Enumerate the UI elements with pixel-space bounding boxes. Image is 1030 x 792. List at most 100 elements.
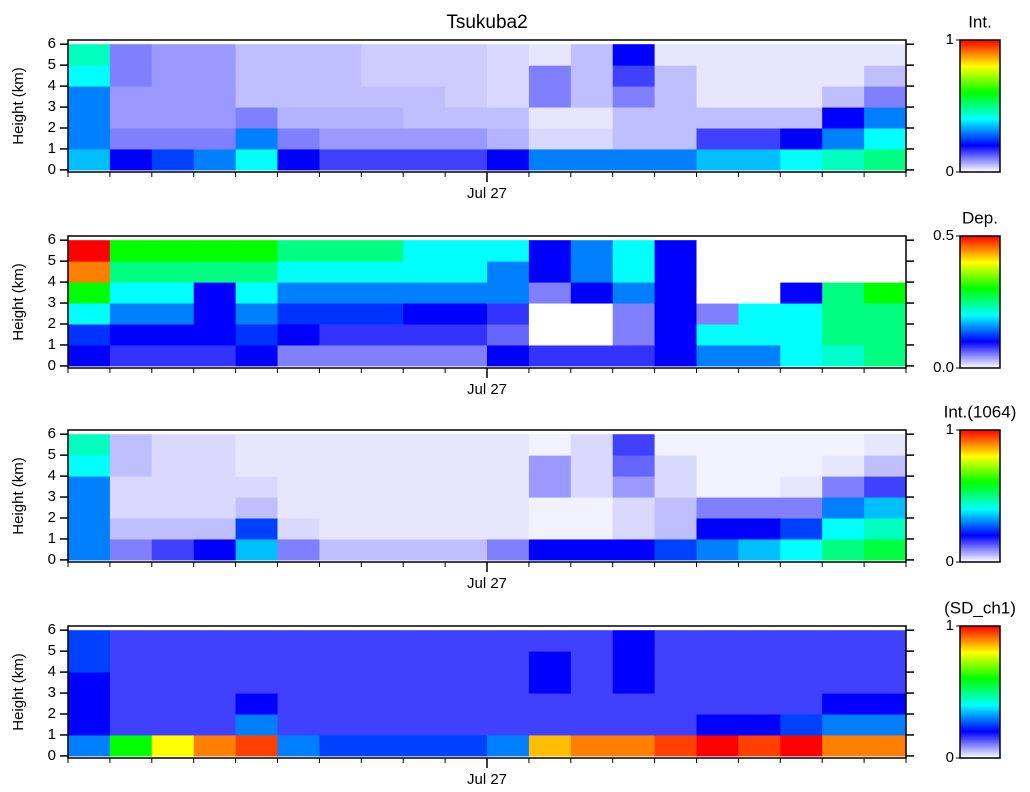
y-tick-label: 5 (48, 642, 56, 659)
heatmap-cell (319, 107, 362, 129)
heatmap-cell (612, 44, 656, 66)
colorbar (959, 429, 1001, 563)
heatmap-cell (403, 455, 446, 477)
heatmap-cell (193, 261, 237, 283)
heatmap-cell (109, 476, 153, 498)
heatmap-cell (864, 282, 907, 304)
heatmap-cell (235, 303, 278, 325)
heatmap-cell (151, 324, 195, 346)
heatmap-cell (528, 518, 572, 540)
heatmap-cell (319, 476, 362, 498)
heatmap-cell (864, 344, 907, 367)
heatmap-cell (235, 672, 278, 694)
heatmap-cell (780, 128, 823, 150)
heatmap-cell (68, 538, 111, 561)
heatmap-cell (570, 44, 614, 66)
heatmap-cell (738, 734, 781, 757)
heatmap-cell (361, 324, 404, 346)
heatmap-cell (277, 538, 320, 561)
heatmap-cell (738, 538, 781, 561)
heatmap-cell (109, 65, 153, 87)
heatmap-cell (864, 434, 907, 456)
heatmap-cell (738, 107, 781, 129)
heatmap-cell (487, 86, 530, 108)
heatmap-cell (403, 240, 446, 262)
heatmap-cell (151, 651, 195, 673)
heatmap-cell (193, 86, 237, 108)
heatmap-cell (487, 734, 530, 757)
heatmap-cell (151, 240, 195, 262)
heatmap-cell (864, 65, 907, 87)
heatmap-cell (612, 538, 656, 561)
heatmap-cell (151, 148, 195, 171)
heatmap-cell (738, 455, 781, 477)
heatmap-cell (864, 107, 907, 129)
heatmap-cell (780, 434, 823, 456)
colorbar-tick-label: 1 (946, 421, 954, 438)
heatmap-cell (570, 518, 614, 540)
heatmap-cell (487, 303, 530, 325)
heatmap-cell (193, 128, 237, 150)
heatmap-cell (612, 651, 656, 673)
heatmap-cell (277, 240, 320, 262)
heatmap-cell (277, 693, 320, 715)
heatmap-cell (822, 476, 865, 498)
heatmap-cell (235, 434, 278, 456)
heatmap-cell (612, 344, 656, 367)
heatmap-cell (738, 344, 781, 367)
heatmap-cell (361, 434, 404, 456)
heatmap-cell (864, 497, 907, 519)
heatmap-cell (193, 497, 237, 519)
heatmap-cell (109, 518, 153, 540)
heatmap-cell (822, 65, 865, 87)
heatmap-cell (487, 65, 530, 87)
heatmap-cell (780, 148, 823, 171)
heatmap-cell (780, 344, 823, 367)
heatmap-cell (822, 44, 865, 66)
heatmap-cell (654, 518, 697, 540)
heatmap-cell (403, 538, 446, 561)
colorbar-title: Int.(1064) (944, 402, 1017, 421)
colorbar-tick-label: 0 (946, 749, 954, 766)
heatmap-cell (654, 344, 697, 367)
heatmap-cell (738, 434, 781, 456)
heatmap-cell (570, 65, 614, 87)
heatmap-cell (738, 693, 781, 715)
heatmap-cell (151, 65, 195, 87)
heatmap-cell (696, 240, 739, 262)
y-tick-label: 2 (48, 119, 56, 136)
heatmap-cell (193, 518, 237, 540)
heatmap-cell (277, 128, 320, 150)
heatmap-cell (822, 693, 865, 715)
heatmap-cell (528, 714, 572, 736)
heatmap-cell (570, 476, 614, 498)
heatmap-cell (528, 434, 572, 456)
y-tick-label: 2 (48, 705, 56, 722)
heatmap-cell (319, 518, 362, 540)
heatmap-cell (612, 630, 656, 652)
heatmap-cell (235, 455, 278, 477)
heatmap-cell (528, 476, 572, 498)
heatmap-cell (403, 65, 446, 87)
heatmap-cell (151, 44, 195, 66)
heatmap-cell (612, 261, 656, 283)
heatmap-cell (277, 148, 320, 171)
y-tick-label: 1 (48, 530, 56, 547)
heatmap-cell (109, 44, 153, 66)
heatmap-cell (235, 148, 278, 171)
heatmap-cell (864, 518, 907, 540)
heatmap-cell (780, 538, 823, 561)
heatmap-cell (822, 148, 865, 171)
heatmap-cell (68, 86, 111, 108)
heatmap-cell (193, 148, 237, 171)
heatmap-cell (277, 434, 320, 456)
heatmap-cell (361, 344, 404, 367)
heatmap-cell (738, 240, 781, 262)
y-tick-label: 3 (48, 684, 56, 701)
heatmap-cell (822, 538, 865, 561)
y-tick-label: 4 (48, 77, 56, 94)
y-tick-label: 4 (48, 467, 56, 484)
heatmap-cell (822, 107, 865, 129)
heatmap-cell (738, 44, 781, 66)
heatmap-cell (528, 538, 572, 561)
